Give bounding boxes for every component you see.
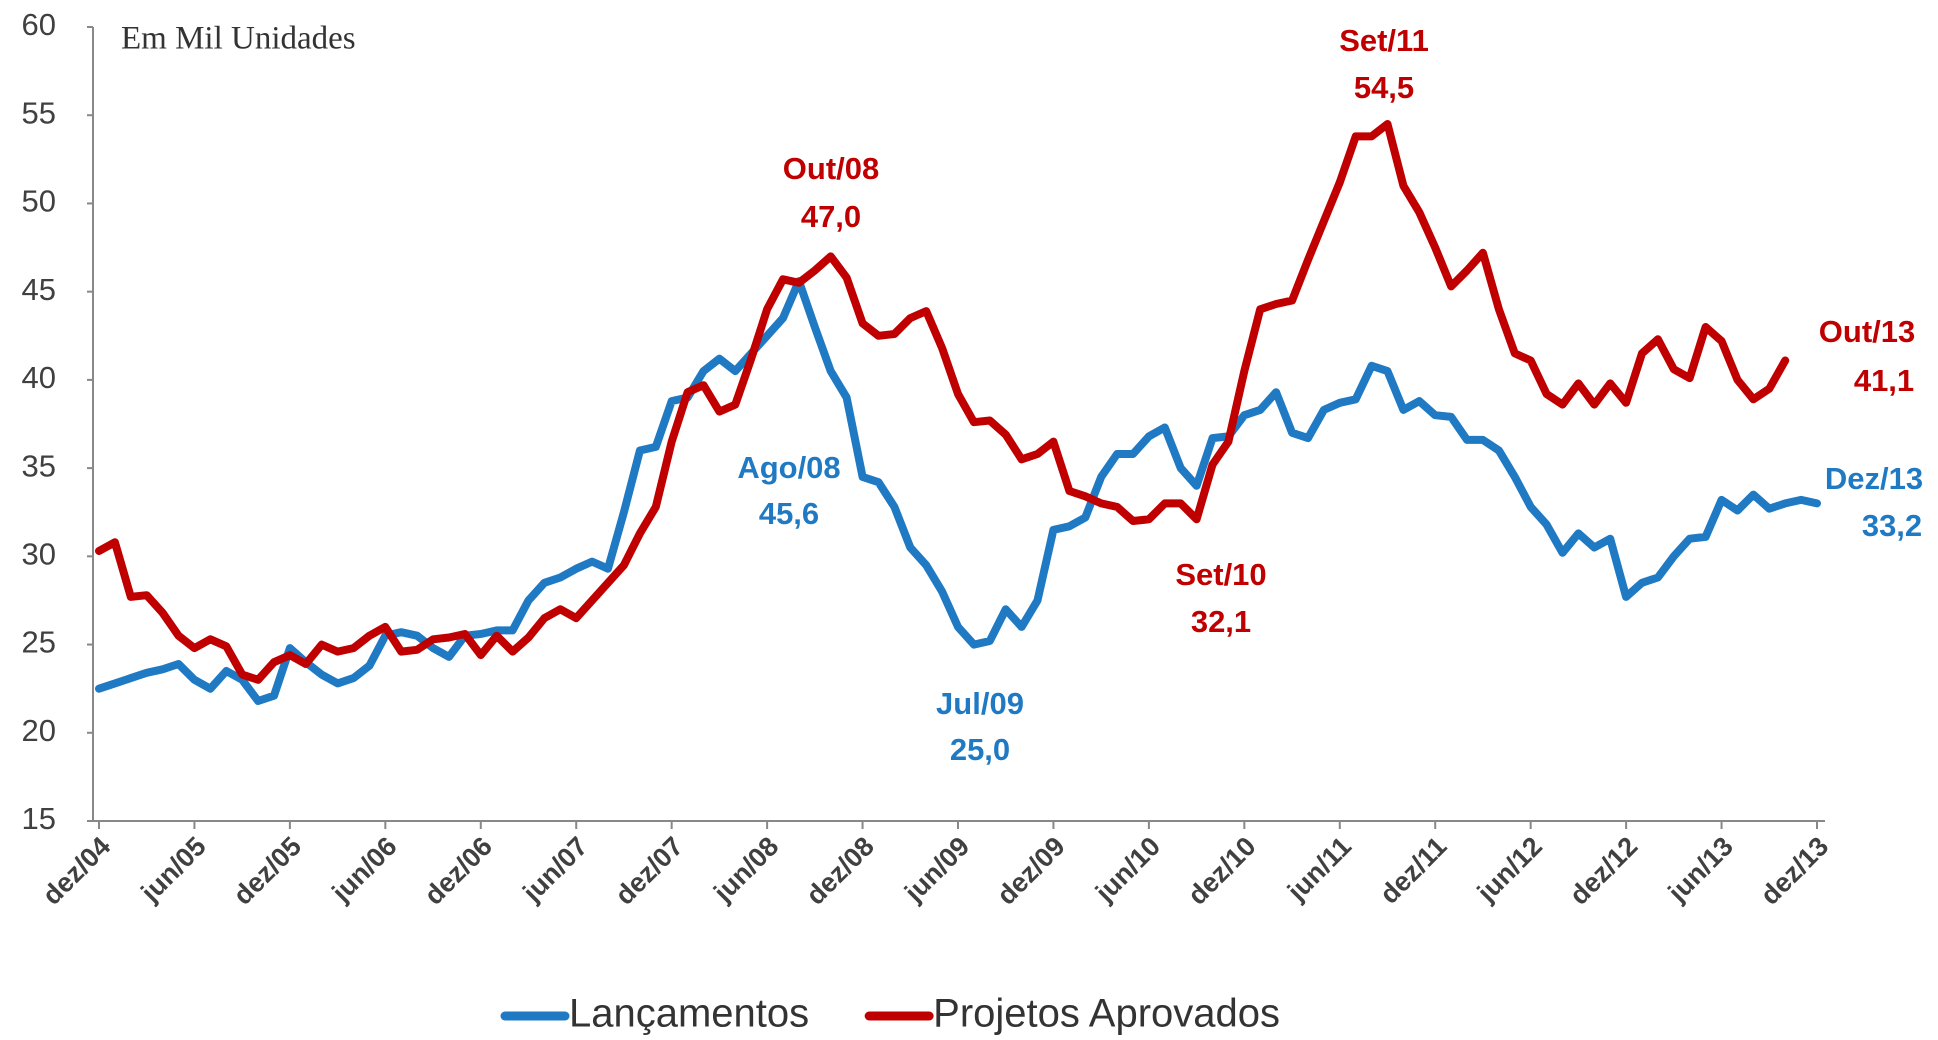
- y-tick-label: 40: [22, 360, 56, 395]
- legend-label: Projetos Aprovados: [933, 992, 1280, 1036]
- y-tick-label: 25: [22, 625, 56, 660]
- series-line: [95, 277, 1821, 705]
- annotation-label: Out/08: [783, 151, 879, 186]
- annotation-label: Jul/09: [936, 686, 1024, 721]
- subtitle: Em Mil Unidades: [121, 21, 356, 57]
- y-tick-label: 50: [22, 184, 56, 219]
- annotation-value: 33,2: [1862, 508, 1922, 543]
- y-tick-label: 15: [22, 801, 56, 836]
- legend-label: Lançamentos: [569, 992, 809, 1036]
- y-tick-label: 30: [22, 537, 56, 572]
- annotation-label: Dez/13: [1825, 461, 1923, 496]
- y-tick-label: 20: [22, 713, 56, 748]
- annotation-label: Set/11: [1339, 23, 1429, 58]
- y-tick-label: 60: [22, 7, 56, 42]
- annotation-label: Out/13: [1819, 314, 1915, 349]
- annotation-value: 32,1: [1191, 604, 1251, 639]
- annotation-value: 25,0: [950, 732, 1010, 767]
- annotation-value: 45,6: [759, 496, 819, 531]
- y-tick-label: 35: [22, 448, 56, 483]
- annotation-value: 41,1: [1854, 363, 1914, 398]
- y-tick-label: 55: [22, 95, 56, 130]
- annotation-label: Set/10: [1175, 557, 1266, 592]
- y-tick-label: 45: [22, 272, 56, 307]
- annotation-label: Ago/08: [737, 450, 840, 485]
- annotation-value: 47,0: [801, 199, 861, 234]
- annotation-value: 54,5: [1354, 70, 1414, 105]
- series-line: [95, 120, 1790, 684]
